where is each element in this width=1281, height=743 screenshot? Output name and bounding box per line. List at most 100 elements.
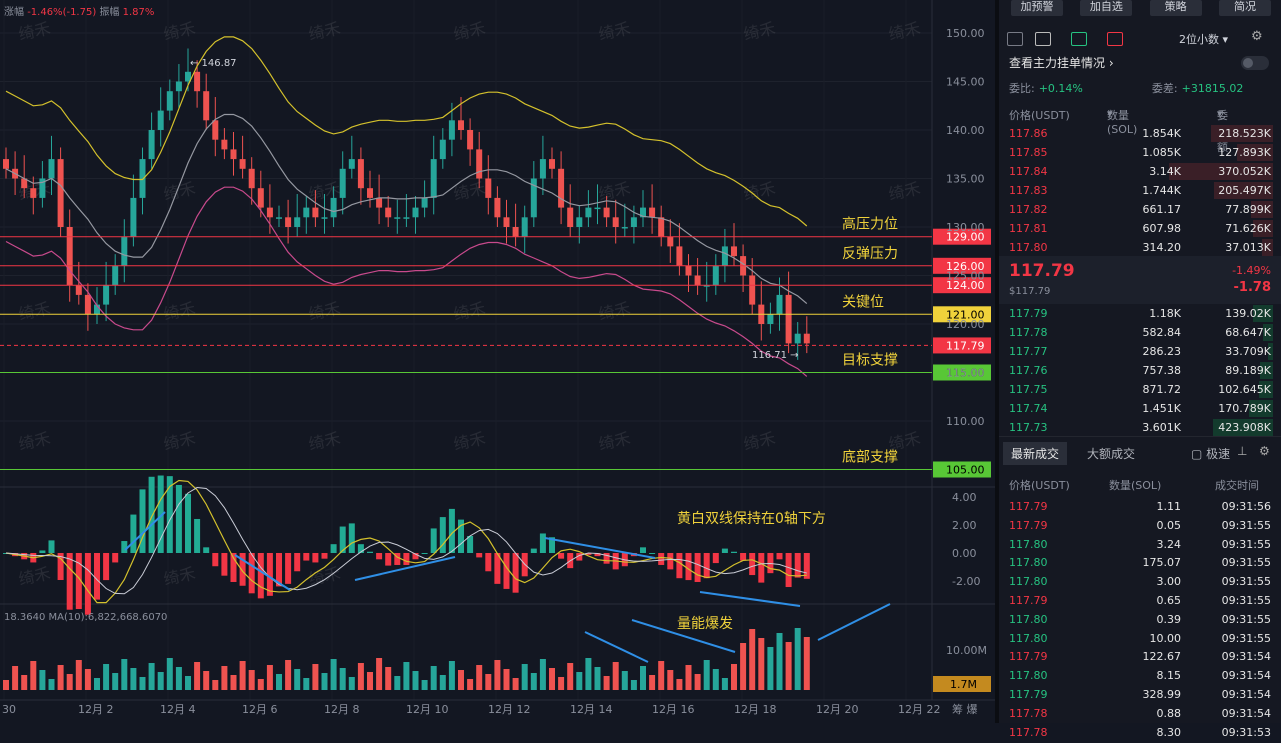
add-watchlist-button[interactable]: 加自选 (1080, 0, 1133, 16)
trend-arrow (817, 603, 891, 641)
ask-qty: 1.854K (1142, 127, 1181, 140)
level-name: 反弹压力 (842, 246, 898, 262)
candle-body (731, 246, 737, 257)
candle-body (30, 188, 37, 198)
panel-toolbar: 加预警 加自选 策略 简况 (999, 0, 1281, 18)
volume-bar (130, 668, 137, 690)
overview-button[interactable]: 简况 (1218, 0, 1271, 16)
ask-amount: 127.893K (1218, 146, 1271, 159)
bid-price: 117.73 (1009, 421, 1048, 434)
macd-bar (685, 553, 692, 581)
volume-bar (785, 642, 792, 690)
layout-both-icon[interactable] (1007, 32, 1023, 46)
volume-bar (448, 661, 455, 690)
bid-row[interactable]: 117.74 1.451K 170.789K (999, 399, 1281, 418)
trade-row[interactable]: 117.78 8.30 09:31:53 (999, 724, 1281, 743)
chart-area[interactable]: 绮禾 绮禾 绮禾 绮禾 绮禾 绮禾 绮禾 绮禾 绮禾 绮禾 绮禾 绮禾 绮禾 绮禾 绮禾 绮禾 绮禾 绮禾 绮禾 绮禾… (0, 0, 995, 723)
add-alert-button[interactable]: 加预警 (1011, 0, 1063, 16)
trade-time: 09:31:55 (1221, 612, 1271, 626)
macd-bar (339, 526, 346, 553)
macd-bar (84, 553, 91, 615)
trade-time: 09:31:55 (1221, 518, 1271, 532)
bid-row[interactable]: 117.75 871.72 102.645K (999, 380, 1281, 399)
bid-diff-value: +31815.02 (1181, 82, 1244, 95)
trade-row[interactable]: 117.79 328.99 09:31:54 (999, 686, 1281, 705)
trend-arrow (544, 537, 656, 559)
ask-row[interactable]: 117.83 1.744K 205.497K (999, 181, 1281, 200)
filter-icon[interactable]: ⊥ (1237, 444, 1248, 458)
candle-body (676, 246, 683, 266)
ask-row[interactable]: 117.81 607.98 71.626K (999, 219, 1281, 238)
orderbook-toolbar: 2位小数 ▾ ⚙ (999, 28, 1281, 48)
ob-amount-header[interactable]: 委托额 ▾ (1217, 107, 1228, 154)
trade-row[interactable]: 117.80 3.00 09:31:55 (999, 573, 1281, 592)
trade-row[interactable]: 117.79 0.65 09:31:55 (999, 592, 1281, 611)
trade-row[interactable]: 117.79 1.11 09:31:56 (999, 498, 1281, 517)
trade-row[interactable]: 117.80 0.39 09:31:55 (999, 611, 1281, 630)
watermark: 绮禾 (887, 19, 922, 44)
trade-time: 09:31:55 (1221, 631, 1271, 645)
trade-row[interactable]: 117.80 3.24 09:31:55 (999, 536, 1281, 555)
level-tag-label: 105.00 (946, 464, 985, 477)
bid-row[interactable]: 117.76 757.38 89.189K (999, 361, 1281, 380)
gear-icon[interactable]: ⚙ (1251, 29, 1263, 44)
trade-row[interactable]: 117.79 0.05 09:31:55 (999, 517, 1281, 536)
candle-body (712, 265, 719, 286)
volume-bar (530, 673, 537, 690)
candle-body (640, 207, 646, 218)
bid-qty: 1.18K (1149, 307, 1181, 320)
volume-bar (48, 679, 55, 690)
macd-bar (157, 475, 164, 553)
bid-qty: 3.601K (1142, 421, 1181, 434)
trade-price: 117.78 (1009, 706, 1048, 720)
volume-bar (75, 660, 82, 690)
bid-row[interactable]: 117.73 3.601K 423.908K (999, 418, 1281, 437)
macd-bar (166, 476, 173, 553)
ask-row[interactable]: 117.80 314.20 37.013K (999, 238, 1281, 257)
precision-select[interactable]: 2位小数 ▾ (1179, 33, 1229, 46)
volume-bar (148, 663, 155, 690)
ob-qty-header[interactable]: 数量 (SOL) ▾ (1107, 107, 1138, 136)
panel-divider[interactable] (995, 0, 999, 723)
ask-row[interactable]: 117.86 1.854K 218.523K (999, 124, 1281, 143)
bid-row[interactable]: 117.78 582.84 68.647K (999, 323, 1281, 342)
ask-row[interactable]: 117.82 661.17 77.899K (999, 200, 1281, 219)
bid-row[interactable]: 117.79 1.18K 139.02K (999, 304, 1281, 323)
main-orders-link[interactable]: 查看主力挂单情况 › (1009, 56, 1114, 70)
trade-price: 117.79 (1009, 594, 1048, 607)
volume-bar (112, 673, 119, 690)
ask-qty: 1.085K (1142, 146, 1181, 159)
candle-body (285, 217, 292, 227)
bid-row[interactable]: 117.77 286.23 33.709K (999, 342, 1281, 361)
tab-fast-label: 极速 (1206, 447, 1231, 461)
ask-row[interactable]: 117.84 3.14K 370.052K (999, 162, 1281, 181)
trade-row[interactable]: 117.80 175.07 09:31:55 (999, 554, 1281, 573)
tab-fast[interactable]: ▢ 极速 (1191, 447, 1231, 461)
bid-price: 117.74 (1009, 402, 1048, 415)
candle-body (503, 217, 510, 227)
trade-row[interactable]: 117.78 0.88 09:31:54 (999, 705, 1281, 724)
bid-amount: 170.789K (1218, 402, 1271, 415)
macd-bar (785, 553, 792, 588)
trade-row[interactable]: 117.79 122.67 09:31:54 (999, 648, 1281, 667)
bid-depth-bar (1258, 381, 1273, 398)
volume-bar (185, 676, 191, 690)
main-orders-toggle[interactable] (1241, 56, 1269, 70)
bid-depth-bar (1263, 324, 1273, 341)
strategy-button[interactable]: 策略 (1149, 0, 1202, 16)
level-tag (933, 364, 991, 381)
tab-large-trades[interactable]: 大额成交 (1087, 447, 1136, 461)
trade-row[interactable]: 117.80 8.15 09:31:54 (999, 667, 1281, 686)
layout-bids-icon[interactable] (1071, 32, 1087, 46)
ask-price: 117.86 (1009, 127, 1048, 140)
macd-bar (803, 553, 810, 579)
layout-asks-icon[interactable] (1107, 32, 1123, 46)
ask-row[interactable]: 117.85 1.085K 127.893K (999, 143, 1281, 162)
volume-bar (712, 669, 719, 690)
macd-bar (257, 553, 264, 599)
tab-latest-trades[interactable]: 最新成交 (1003, 442, 1068, 465)
trade-row[interactable]: 117.80 10.00 09:31:55 (999, 630, 1281, 649)
settings-icon[interactable]: ⚙ (1259, 444, 1270, 458)
layout-mixed-icon[interactable] (1035, 32, 1051, 46)
